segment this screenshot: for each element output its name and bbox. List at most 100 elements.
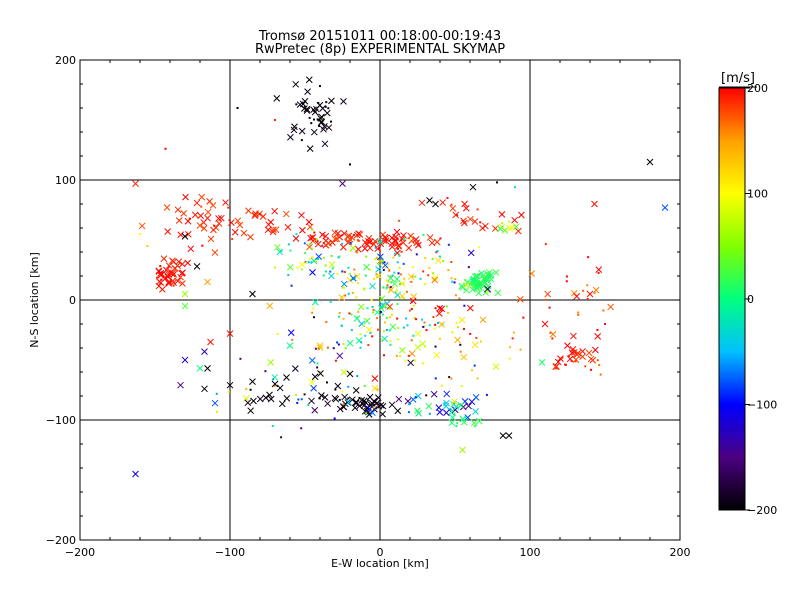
data-point-dot bbox=[422, 270, 425, 273]
data-point-cross bbox=[501, 227, 509, 234]
data-point-dot bbox=[415, 253, 418, 256]
data-point-cross bbox=[414, 330, 422, 338]
data-point-dot bbox=[425, 329, 428, 332]
data-point-dot bbox=[318, 124, 321, 127]
data-point-dot bbox=[443, 402, 446, 405]
x-axis-ticks: −200 −100 0 100 200 bbox=[65, 60, 691, 559]
chart-title: Tromsø 20151011 00:18:00-00:19:43 bbox=[258, 29, 501, 44]
data-point-dot bbox=[389, 288, 392, 291]
data-point-cross bbox=[354, 245, 362, 253]
data-point-cross bbox=[328, 261, 336, 269]
data-point-dot bbox=[376, 275, 379, 278]
data-point-dot bbox=[139, 233, 141, 235]
data-point-dot bbox=[325, 321, 328, 324]
data-point-cross bbox=[165, 279, 172, 286]
data-point-cross bbox=[197, 212, 204, 220]
data-point-cross bbox=[458, 316, 466, 324]
data-point-cross bbox=[331, 235, 339, 243]
data-point-dot bbox=[372, 311, 375, 314]
data-point-cross bbox=[200, 219, 208, 226]
data-point-dot bbox=[382, 286, 385, 289]
data-point-cross bbox=[207, 338, 214, 346]
data-point-dot bbox=[475, 283, 478, 286]
data-point-dot bbox=[454, 278, 457, 281]
data-point-dot bbox=[315, 260, 318, 263]
data-point-dot bbox=[386, 284, 389, 287]
data-point-cross bbox=[512, 223, 520, 230]
data-point-dot bbox=[348, 272, 351, 275]
data-point-cross bbox=[434, 257, 442, 264]
data-point-dot bbox=[399, 282, 402, 285]
data-point-cross bbox=[170, 279, 177, 286]
data-point-dot bbox=[296, 266, 299, 269]
data-point-cross bbox=[374, 394, 382, 401]
data-point-cross bbox=[287, 329, 295, 337]
colorbar-tick-label: −200 bbox=[747, 504, 777, 517]
data-point-cross bbox=[586, 290, 594, 298]
data-point-dot bbox=[428, 412, 431, 415]
data-point-cross bbox=[201, 348, 208, 355]
data-point-dot bbox=[463, 304, 466, 307]
data-point-dot bbox=[402, 282, 405, 285]
data-point-dot bbox=[564, 363, 567, 366]
data-point-dot bbox=[349, 241, 352, 244]
data-point-cross bbox=[328, 272, 335, 280]
data-point-dot bbox=[485, 290, 488, 293]
y-tick-label: 100 bbox=[55, 174, 76, 187]
data-point-cross bbox=[484, 276, 491, 284]
data-point-dot bbox=[425, 394, 428, 397]
data-point-dot bbox=[305, 262, 308, 265]
data-point-dot bbox=[356, 239, 359, 242]
data-point-dot bbox=[402, 326, 405, 329]
data-point-dot bbox=[456, 214, 459, 217]
data-point-dot bbox=[389, 339, 392, 342]
data-point-dot bbox=[311, 256, 314, 259]
data-point-cross bbox=[193, 263, 201, 270]
data-point-dot bbox=[433, 327, 436, 330]
data-point-cross bbox=[298, 261, 306, 268]
data-point-dot bbox=[313, 231, 316, 234]
data-point-cross bbox=[414, 392, 422, 400]
data-point-dot bbox=[363, 288, 366, 291]
data-point-dot bbox=[280, 436, 283, 439]
data-point-cross bbox=[341, 393, 349, 401]
data-point-cross bbox=[388, 401, 396, 409]
data-point-cross bbox=[180, 210, 188, 217]
data-point-dot bbox=[396, 317, 399, 320]
data-point-dot bbox=[473, 282, 476, 285]
data-point-dot bbox=[442, 260, 445, 263]
data-point-cross bbox=[304, 88, 311, 96]
data-point-dot bbox=[586, 284, 589, 287]
data-point-dot bbox=[316, 238, 319, 241]
data-point-dot bbox=[287, 273, 290, 276]
data-point-dot bbox=[551, 337, 554, 340]
data-point-dot bbox=[341, 270, 344, 273]
data-point-dot bbox=[390, 281, 393, 284]
data-point-cross bbox=[324, 400, 331, 407]
data-point-dot bbox=[397, 247, 400, 250]
data-point-dot bbox=[486, 277, 489, 280]
data-point-cross bbox=[236, 221, 244, 229]
data-point-dot bbox=[413, 317, 416, 320]
data-point-dot bbox=[414, 396, 417, 399]
data-point-cross bbox=[164, 273, 172, 281]
data-point-cross bbox=[585, 349, 593, 357]
data-point-dot bbox=[312, 118, 315, 121]
data-point-cross bbox=[207, 235, 215, 243]
data-point-dot bbox=[467, 266, 470, 269]
data-point-cross bbox=[499, 432, 507, 439]
data-point-dot bbox=[410, 280, 413, 283]
data-point-cross bbox=[482, 222, 489, 230]
data-point-dot bbox=[548, 306, 551, 309]
data-point-cross bbox=[541, 320, 549, 328]
data-point-cross bbox=[191, 211, 199, 219]
data-point-dot bbox=[455, 425, 458, 428]
data-point-cross bbox=[306, 145, 314, 152]
data-point-cross bbox=[273, 94, 281, 102]
y-tick-label: 200 bbox=[55, 54, 76, 67]
data-point-dot bbox=[519, 348, 522, 351]
data-point-cross bbox=[492, 363, 500, 371]
data-point-dot bbox=[324, 105, 327, 108]
data-point-cross bbox=[352, 399, 360, 407]
data-point-cross bbox=[309, 269, 316, 276]
